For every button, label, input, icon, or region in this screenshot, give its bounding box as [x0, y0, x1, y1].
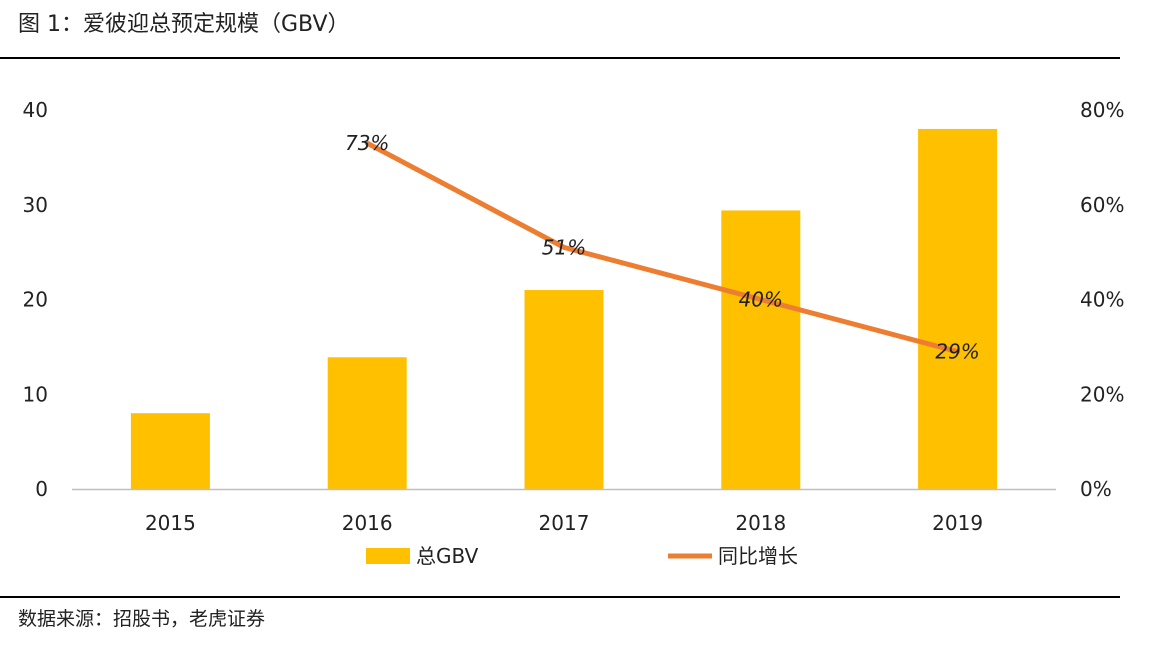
y-right-tick-label: 20% [1080, 382, 1124, 406]
y-left-tick-label: 30 [23, 193, 48, 217]
y-left-tick-label: 0 [35, 477, 48, 501]
growth-data-label: 29% [935, 340, 979, 364]
growth-data-label: 73% [345, 131, 389, 155]
bar-2018 [721, 210, 801, 489]
y-right-tick-label: 60% [1080, 193, 1124, 217]
legend-label-bar: 总GBV [416, 544, 479, 568]
x-tick-label: 2017 [539, 511, 590, 535]
y-left-tick-label: 40 [23, 98, 48, 122]
y-left-tick-label: 20 [23, 288, 48, 312]
growth-data-label: 40% [739, 288, 783, 312]
bar-2015 [130, 413, 210, 489]
legend-label-line: 同比增长 [718, 544, 798, 568]
bar-2019 [918, 128, 998, 489]
chart-title: 图 1：爱彼迎总预定规模（GBV） [18, 12, 350, 37]
x-tick-label: 2015 [145, 511, 196, 535]
y-right-tick-label: 80% [1080, 98, 1124, 122]
y-right-tick-label: 40% [1080, 288, 1124, 312]
bottom-rule [0, 596, 1120, 598]
y-left-tick-label: 10 [23, 382, 48, 406]
top-rule [0, 57, 1120, 59]
legend-swatch-bar [366, 548, 410, 564]
bar-2017 [524, 290, 604, 489]
bar-2016 [327, 357, 407, 489]
source-note: 数据来源：招股书，老虎证券 [18, 608, 266, 630]
x-tick-label: 2019 [932, 511, 983, 535]
growth-line [364, 140, 961, 355]
x-tick-label: 2016 [342, 511, 393, 535]
y-right-tick-label: 0% [1080, 477, 1112, 501]
x-tick-label: 2018 [735, 511, 786, 535]
growth-data-label: 51% [542, 235, 586, 259]
